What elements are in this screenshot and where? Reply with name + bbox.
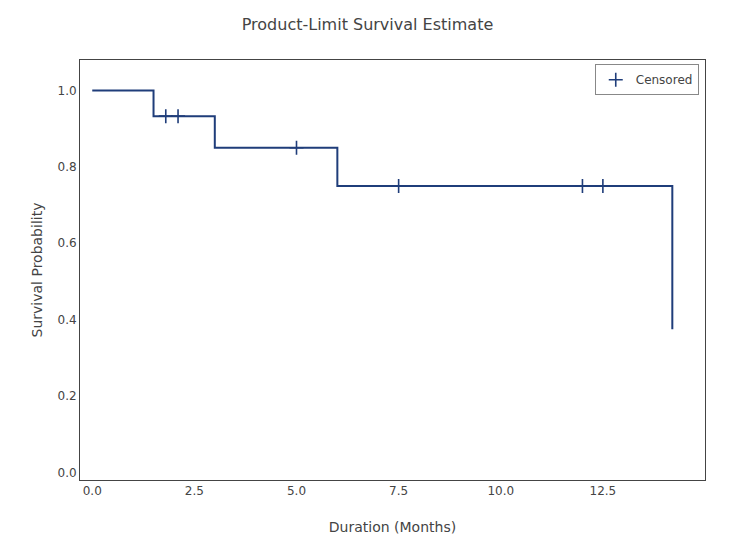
svg-text:0.2: 0.2 bbox=[58, 389, 77, 403]
svg-text:0.4: 0.4 bbox=[58, 313, 77, 327]
svg-text:0.0: 0.0 bbox=[83, 484, 102, 498]
svg-text:2.5: 2.5 bbox=[185, 484, 204, 498]
svg-text:Censored: Censored bbox=[636, 73, 693, 87]
svg-text:0.8: 0.8 bbox=[58, 160, 77, 174]
svg-text:Product-Limit Survival Estimat: Product-Limit Survival Estimate bbox=[242, 15, 494, 34]
svg-text:Survival Probability: Survival Probability bbox=[29, 203, 45, 338]
svg-text:Duration (Months): Duration (Months) bbox=[329, 519, 456, 535]
svg-text:0.6: 0.6 bbox=[58, 236, 77, 250]
svg-text:5.0: 5.0 bbox=[287, 484, 306, 498]
svg-text:12.5: 12.5 bbox=[590, 484, 617, 498]
svg-text:10.0: 10.0 bbox=[487, 484, 514, 498]
svg-text:7.5: 7.5 bbox=[389, 484, 408, 498]
svg-text:0.0: 0.0 bbox=[58, 466, 77, 480]
svg-text:1.0: 1.0 bbox=[58, 84, 77, 98]
